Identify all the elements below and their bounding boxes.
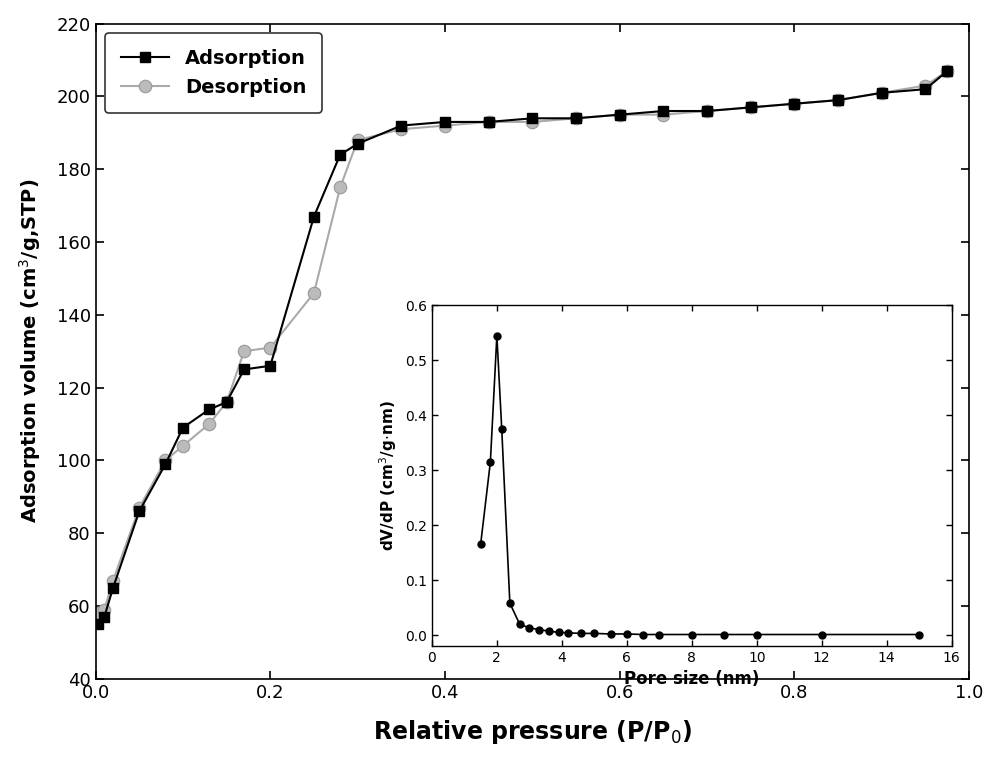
Desorption: [92, 609, 104, 618]
Desorption: [264, 343, 276, 353]
Adsorption: [308, 212, 320, 221]
Desorption: [832, 95, 844, 105]
Desorption: [159, 456, 171, 465]
Adsorption: [876, 89, 888, 98]
Desorption: [570, 114, 582, 123]
Desorption: [221, 398, 233, 407]
Adsorption: [570, 114, 582, 123]
Adsorption: [657, 107, 669, 116]
Adsorption: [159, 459, 171, 468]
Desorption: [395, 124, 407, 134]
Desorption: [107, 576, 119, 585]
Adsorption: [395, 121, 407, 130]
Adsorption: [133, 507, 145, 516]
Desorption: [334, 183, 346, 192]
Adsorption: [177, 423, 189, 433]
Desorption: [308, 288, 320, 298]
Legend: Adsorption, Desorption: Adsorption, Desorption: [105, 34, 322, 113]
Adsorption: [941, 66, 953, 76]
Adsorption: [107, 583, 119, 592]
Adsorption: [98, 613, 110, 622]
Desorption: [177, 441, 189, 450]
Adsorption: [264, 361, 276, 370]
Adsorption: [614, 110, 626, 119]
Desorption: [788, 99, 800, 108]
Desorption: [238, 346, 250, 356]
Desorption: [919, 81, 931, 90]
Line: Adsorption: Adsorption: [93, 66, 952, 629]
Adsorption: [352, 139, 364, 148]
Adsorption: [701, 107, 713, 116]
Desorption: [526, 118, 538, 127]
Y-axis label: Adsorption volume (cm$^3$/g,STP): Adsorption volume (cm$^3$/g,STP): [17, 179, 43, 523]
Desorption: [133, 503, 145, 512]
Adsorption: [92, 620, 104, 629]
Desorption: [876, 89, 888, 98]
Desorption: [483, 118, 495, 127]
Adsorption: [221, 398, 233, 407]
Adsorption: [832, 95, 844, 105]
Desorption: [439, 121, 451, 130]
Desorption: [657, 110, 669, 119]
Line: Desorption: Desorption: [92, 65, 954, 620]
Adsorption: [483, 118, 495, 127]
Adsorption: [203, 405, 215, 414]
Desorption: [745, 103, 757, 112]
Adsorption: [439, 118, 451, 127]
Desorption: [941, 66, 953, 76]
Adsorption: [238, 365, 250, 374]
Adsorption: [526, 114, 538, 123]
Desorption: [98, 605, 110, 614]
Adsorption: [919, 85, 931, 94]
Desorption: [203, 420, 215, 429]
Adsorption: [788, 99, 800, 108]
Adsorption: [745, 103, 757, 112]
Desorption: [352, 136, 364, 145]
Desorption: [614, 110, 626, 119]
Adsorption: [334, 150, 346, 159]
X-axis label: Relative pressure (P/P$_0$): Relative pressure (P/P$_0$): [373, 718, 692, 746]
Desorption: [701, 107, 713, 116]
